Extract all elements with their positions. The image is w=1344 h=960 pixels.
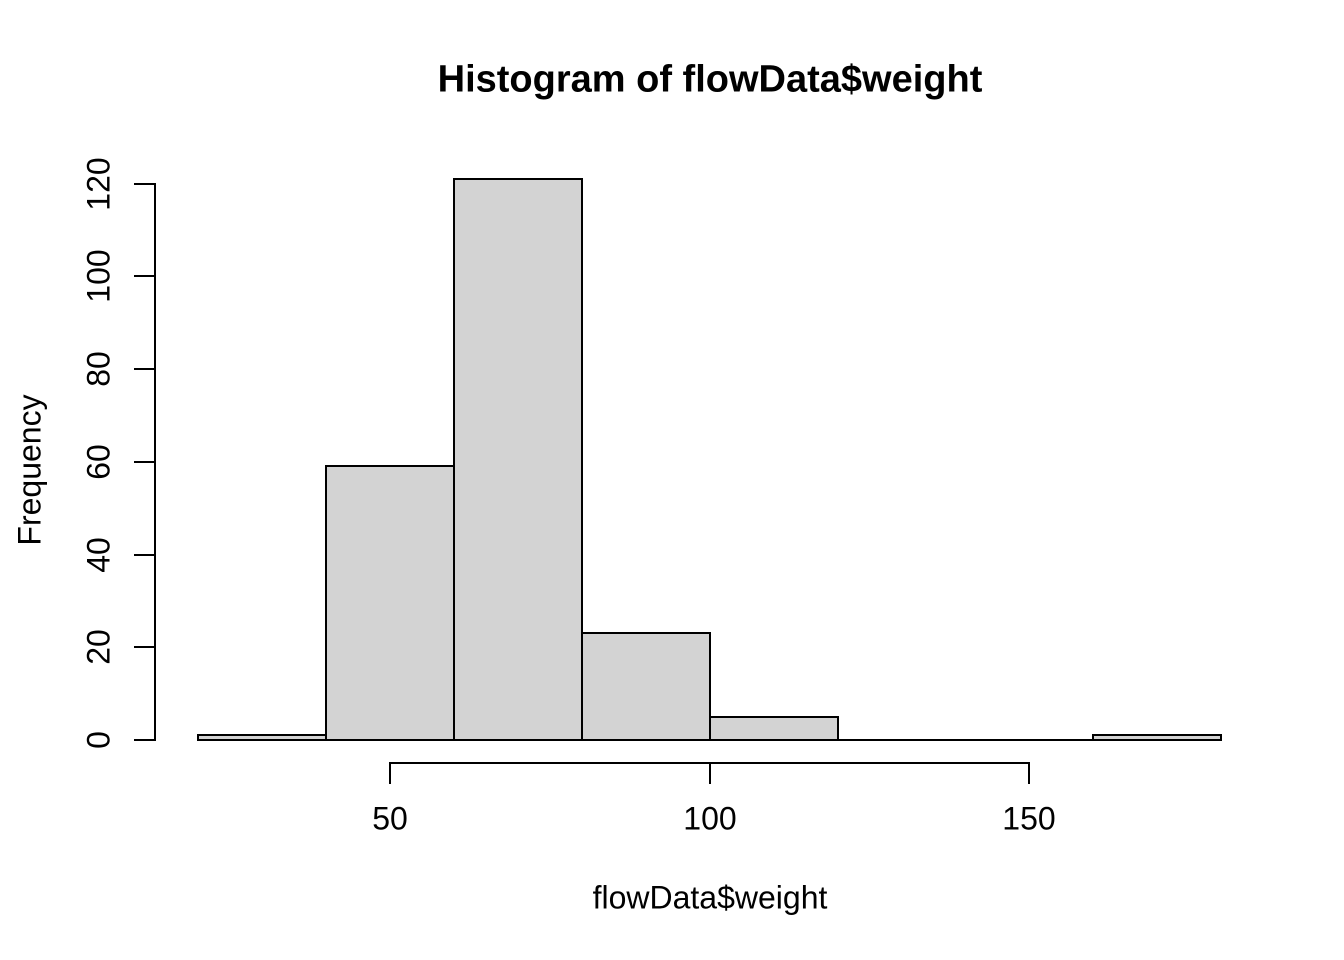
y-tick-label: 80 xyxy=(80,351,117,387)
chart-title: Histogram of flowData$weight xyxy=(437,58,983,101)
x-tick xyxy=(709,764,711,784)
y-tick xyxy=(134,275,154,277)
histogram-bar xyxy=(709,716,839,741)
y-tick xyxy=(134,461,154,463)
histogram-bar xyxy=(837,739,966,741)
histogram-bar xyxy=(197,734,327,741)
x-tick xyxy=(1028,764,1030,784)
y-tick-label: 60 xyxy=(80,444,117,480)
y-tick xyxy=(134,739,154,741)
histogram-bar xyxy=(453,178,583,741)
y-tick-label: 20 xyxy=(80,629,117,665)
y-axis-label: Frequency xyxy=(11,394,48,546)
y-tick xyxy=(134,368,154,370)
histogram-bar xyxy=(964,739,1094,741)
x-axis-line xyxy=(389,762,1030,764)
y-tick xyxy=(134,646,154,648)
histogram-bar xyxy=(1092,734,1222,741)
y-tick-label: 100 xyxy=(80,249,117,303)
histogram-bar xyxy=(325,465,455,741)
y-tick-label: 0 xyxy=(80,731,117,749)
y-axis-line xyxy=(154,183,156,741)
y-tick-label: 120 xyxy=(80,157,117,211)
y-tick-label: 40 xyxy=(80,537,117,573)
y-tick xyxy=(134,554,154,556)
x-tick-label: 100 xyxy=(683,800,737,837)
x-tick xyxy=(389,764,391,784)
histogram-bar xyxy=(581,632,711,741)
x-axis-label: flowData$weight xyxy=(592,879,828,916)
y-tick xyxy=(134,183,154,185)
x-tick-label: 50 xyxy=(372,800,408,837)
x-tick-label: 150 xyxy=(1002,800,1056,837)
